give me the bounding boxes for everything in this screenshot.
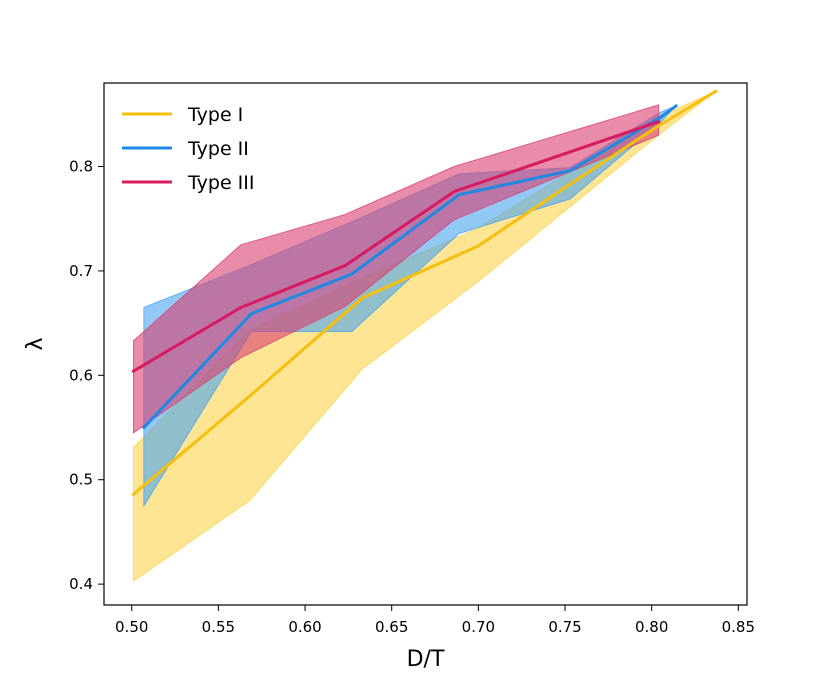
legend-label-type-i: Type I xyxy=(187,104,243,126)
line-type-ii xyxy=(141,103,679,430)
series-lines xyxy=(131,89,718,497)
x-tick-label: 0.60 xyxy=(288,618,321,636)
line-type-iii xyxy=(131,119,661,374)
y-tick-label: 0.7 xyxy=(69,262,93,280)
y-axis-label: λ xyxy=(23,337,48,350)
x-tick-label: 0.85 xyxy=(722,618,755,636)
y-axis-ticks: 0.4 0.5 0.6 0.7 0.8 xyxy=(69,158,104,593)
x-tick-label: 0.70 xyxy=(462,618,495,636)
x-axis-label: D/T xyxy=(407,647,445,672)
legend-label-type-iii: Type III xyxy=(187,172,255,194)
y-tick-label: 0.8 xyxy=(69,158,93,176)
y-tick-label: 0.5 xyxy=(69,471,93,489)
plot-frame xyxy=(103,82,748,606)
x-tick-label: 0.50 xyxy=(115,618,148,636)
y-tick-label: 0.4 xyxy=(69,575,93,593)
x-tick-label: 0.65 xyxy=(375,618,408,636)
confidence-bands xyxy=(132,90,717,582)
x-tick-label: 0.75 xyxy=(548,618,581,636)
x-tick-label: 0.80 xyxy=(635,618,668,636)
x-tick-label: 0.55 xyxy=(202,618,235,636)
legend: Type I Type II Type III xyxy=(122,104,255,194)
y-tick-label: 0.6 xyxy=(69,366,93,384)
band-type-iii xyxy=(132,104,660,434)
legend-label-type-ii: Type II xyxy=(187,138,249,160)
line-type-i xyxy=(131,89,718,497)
x-axis-ticks: 0.50 0.55 0.60 0.65 0.70 0.75 0.80 0.85 xyxy=(115,605,755,636)
